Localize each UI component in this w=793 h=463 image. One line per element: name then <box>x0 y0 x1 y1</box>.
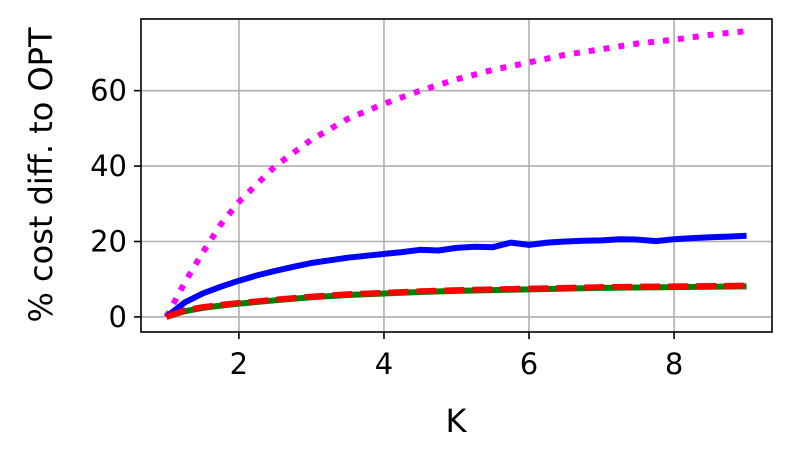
x-tick-label: 2 <box>230 347 248 381</box>
y-tick-label: 40 <box>90 149 127 183</box>
plot-frame <box>140 18 773 333</box>
axes: 2 4 6 8 0 20 40 60 <box>90 74 683 381</box>
series-line-1 <box>163 28 747 319</box>
x-tick-label: 6 <box>520 347 538 381</box>
y-tick-label: 20 <box>90 224 127 258</box>
y-tick-label: 0 <box>109 300 127 334</box>
series-layer <box>163 28 747 320</box>
x-axis-title: K <box>446 402 468 440</box>
x-tick-label: 8 <box>665 347 683 381</box>
series-line-2 <box>164 232 747 320</box>
y-tick-label: 60 <box>90 74 127 108</box>
series-line-4 <box>165 282 747 320</box>
y-axis-title: % cost diff. to OPT <box>22 27 60 323</box>
x-tick-label: 4 <box>375 347 393 381</box>
